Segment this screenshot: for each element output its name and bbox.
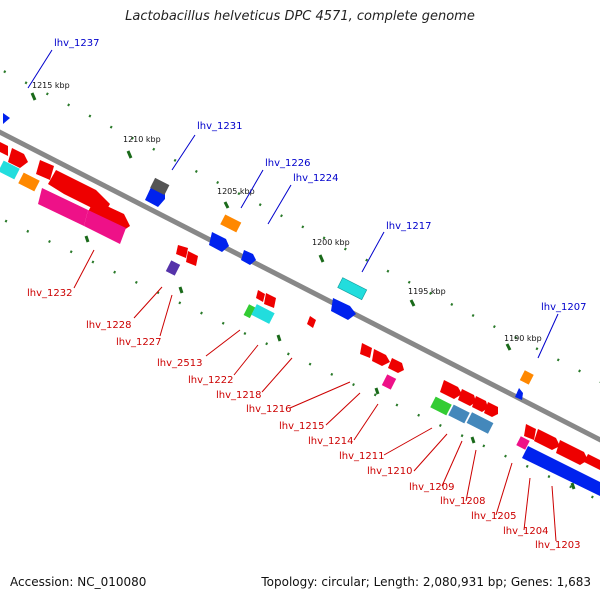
- gene-arrow[interactable]: [241, 250, 256, 265]
- gene-arrow[interactable]: [256, 290, 265, 302]
- gene-arrow[interactable]: [556, 440, 588, 465]
- gene-label[interactable]: lhv_1211: [339, 451, 384, 462]
- gene-label[interactable]: lhv_1207: [541, 302, 586, 313]
- kbp-label: 1205 kbp: [217, 187, 255, 196]
- gene-arrow[interactable]: [0, 142, 8, 156]
- gene-arrow[interactable]: [264, 293, 276, 308]
- gene-block[interactable]: [150, 177, 170, 195]
- gene-arrow[interactable]: [176, 245, 188, 258]
- gene-label[interactable]: lhv_1208: [440, 496, 485, 507]
- forward-leader-lines: [27, 49, 559, 359]
- gene-label[interactable]: lhv_1227: [116, 337, 161, 348]
- gene-block[interactable]: [516, 436, 530, 450]
- gene-arrow[interactable]: [38, 188, 88, 226]
- kbp-label: 1215 kbp: [32, 81, 70, 90]
- kbp-label: 1210 kbp: [123, 135, 161, 144]
- gene-label[interactable]: lhv_2513: [157, 358, 202, 369]
- gene-arrow[interactable]: [524, 424, 536, 440]
- gene-label[interactable]: lhv_1214: [308, 436, 353, 447]
- gene-block[interactable]: [466, 412, 494, 434]
- gene-arrow[interactable]: [472, 396, 488, 412]
- genome-backbone: [0, 129, 600, 443]
- gene-block[interactable]: [18, 172, 40, 192]
- gene-label[interactable]: lhv_1216: [246, 404, 291, 415]
- gene-label[interactable]: lhv_1209: [409, 482, 454, 493]
- reverse-leader-lines: [73, 249, 557, 542]
- gene-block[interactable]: [519, 370, 534, 385]
- gene-arrow[interactable]: [84, 210, 126, 244]
- gene-label[interactable]: lhv_1215: [279, 421, 324, 432]
- gene-label[interactable]: lhv_1224: [293, 173, 338, 184]
- gene-label[interactable]: lhv_1222: [188, 375, 233, 386]
- kbp-label: 1195 kbp: [408, 287, 446, 296]
- gene-arrow[interactable]: [307, 316, 316, 328]
- kbp-label: 1190 kbp: [504, 334, 542, 343]
- accession-text: Accession: NC_010080: [10, 575, 147, 589]
- gene-label[interactable]: lhv_1210: [367, 466, 412, 477]
- gene-block[interactable]: [337, 277, 368, 301]
- gene-arrow[interactable]: [3, 113, 10, 124]
- gene-label[interactable]: lhv_1217: [386, 221, 431, 232]
- gene-arrow[interactable]: [440, 380, 462, 399]
- gene-label[interactable]: lhv_1204: [503, 526, 548, 537]
- gene-arrow[interactable]: [584, 454, 600, 470]
- forward-strand-genes: [3, 113, 534, 400]
- genome-map-title: Lactobacillus helveticus DPC 4571, compl…: [125, 9, 475, 24]
- gene-arrow[interactable]: [372, 349, 390, 366]
- gene-block[interactable]: [0, 160, 20, 180]
- gene-block[interactable]: [381, 374, 397, 390]
- gene-label[interactable]: lhv_1231: [197, 121, 242, 132]
- gene-arrow[interactable]: [88, 200, 130, 230]
- gene-block[interactable]: [448, 404, 470, 424]
- gene-arrow[interactable]: [360, 343, 372, 358]
- gene-block[interactable]: [251, 304, 275, 324]
- gene-arrow[interactable]: [186, 251, 198, 266]
- kbp-label: 1200 kbp: [312, 238, 350, 247]
- gene-arrow[interactable]: [209, 232, 229, 252]
- reverse-gene-labels: lhv_1232 lhv_1228 lhv_1227 lhv_2513 lhv_…: [27, 288, 580, 551]
- major-ticks: [30, 92, 576, 490]
- gene-arrow[interactable]: [515, 388, 523, 400]
- gene-arrow[interactable]: [522, 446, 600, 496]
- gene-arrow[interactable]: [36, 160, 54, 180]
- gene-label[interactable]: lhv_1228: [86, 320, 131, 331]
- gene-label[interactable]: lhv_1237: [54, 38, 99, 49]
- forward-gene-labels: lhv_1237 lhv_1231 lhv_1226 lhv_1224 lhv_…: [54, 38, 586, 313]
- gene-arrow[interactable]: [534, 429, 560, 450]
- gene-label[interactable]: lhv_1226: [265, 158, 310, 169]
- gene-arrow[interactable]: [8, 148, 28, 168]
- gene-label[interactable]: lhv_1232: [27, 288, 72, 299]
- gene-label[interactable]: lhv_1205: [471, 511, 516, 522]
- reverse-strand-genes: [0, 142, 600, 496]
- gene-arrow[interactable]: [388, 358, 404, 373]
- gene-block[interactable]: [165, 260, 181, 276]
- gene-arrow[interactable]: [331, 298, 356, 320]
- gene-block[interactable]: [220, 214, 242, 233]
- gene-arrow[interactable]: [458, 389, 476, 406]
- gene-block[interactable]: [243, 304, 256, 319]
- gene-block[interactable]: [430, 396, 452, 416]
- genome-summary-text: Topology: circular; Length: 2,080,931 bp…: [261, 575, 591, 589]
- gene-arrow[interactable]: [484, 402, 498, 417]
- gene-label[interactable]: lhv_1218: [216, 390, 261, 401]
- gene-label[interactable]: lhv_1203: [535, 540, 580, 551]
